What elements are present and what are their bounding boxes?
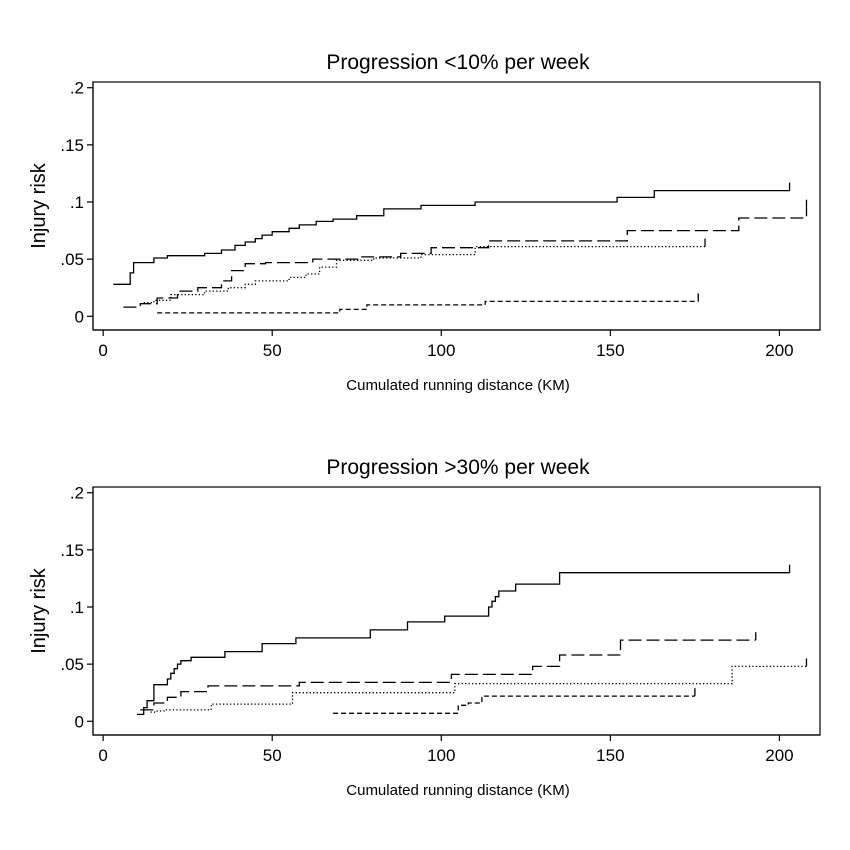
x-tick-label: 150 — [596, 746, 624, 765]
x-tick-label: 50 — [263, 341, 282, 360]
x-tick-label: 150 — [596, 341, 624, 360]
chart-title: Progression >30% per week — [326, 456, 590, 479]
y-axis-label: Injury risk — [28, 567, 50, 654]
series-layer — [113, 182, 808, 314]
y-axis-label: Injury risk — [28, 162, 50, 249]
y-tick-label: .1 — [70, 193, 84, 212]
y-tick-label: .05 — [60, 250, 84, 269]
x-axis-label: Cumulated running distance (KM) — [346, 782, 569, 799]
x-axis-label: Cumulated running distance (KM) — [346, 377, 569, 394]
y-tick-label: 0 — [75, 712, 84, 731]
x-tick-label: 0 — [98, 746, 107, 765]
series-dotted-line — [150, 665, 807, 713]
x-ticks: 0 50 100 150 200 — [98, 330, 794, 360]
chart-progression-under-10: Progression <10% per week 0 50 100 150 200 0… — [28, 51, 821, 394]
y-tick-label: 0 — [75, 307, 84, 326]
plot-frame — [92, 486, 821, 736]
series-solid-line — [113, 189, 790, 285]
y-ticks: 0 .05 .1 .15 .2 — [60, 79, 93, 326]
y-tick-label: .2 — [70, 79, 84, 98]
x-tick-label: 100 — [427, 746, 455, 765]
series-layer — [137, 564, 808, 716]
y-ticks: 0 .05 .1 .15 .2 — [60, 484, 93, 731]
x-tick-label: 50 — [263, 746, 282, 765]
series-long-dash-line — [123, 207, 808, 308]
y-tick-label: .15 — [60, 541, 84, 560]
y-tick-label: .1 — [70, 598, 84, 617]
x-ticks: 0 50 100 150 200 — [98, 735, 794, 765]
y-tick-label: .2 — [70, 484, 84, 503]
series-long-dash-line — [140, 639, 756, 711]
x-tick-label: 200 — [765, 341, 793, 360]
chart-title: Progression <10% per week — [326, 51, 590, 74]
y-tick-label: .15 — [60, 136, 84, 155]
x-tick-label: 200 — [765, 746, 793, 765]
series-dotted-line — [143, 245, 705, 304]
series-short-dash-line — [333, 695, 695, 714]
x-tick-label: 100 — [427, 341, 455, 360]
chart-progression-over-30: Progression >30% per week 0 50 100 150 200 0… — [28, 456, 821, 799]
x-tick-label: 0 — [98, 341, 107, 360]
y-tick-label: .05 — [60, 655, 84, 674]
series-solid-line — [137, 572, 790, 716]
series-short-dash-line — [157, 300, 699, 314]
